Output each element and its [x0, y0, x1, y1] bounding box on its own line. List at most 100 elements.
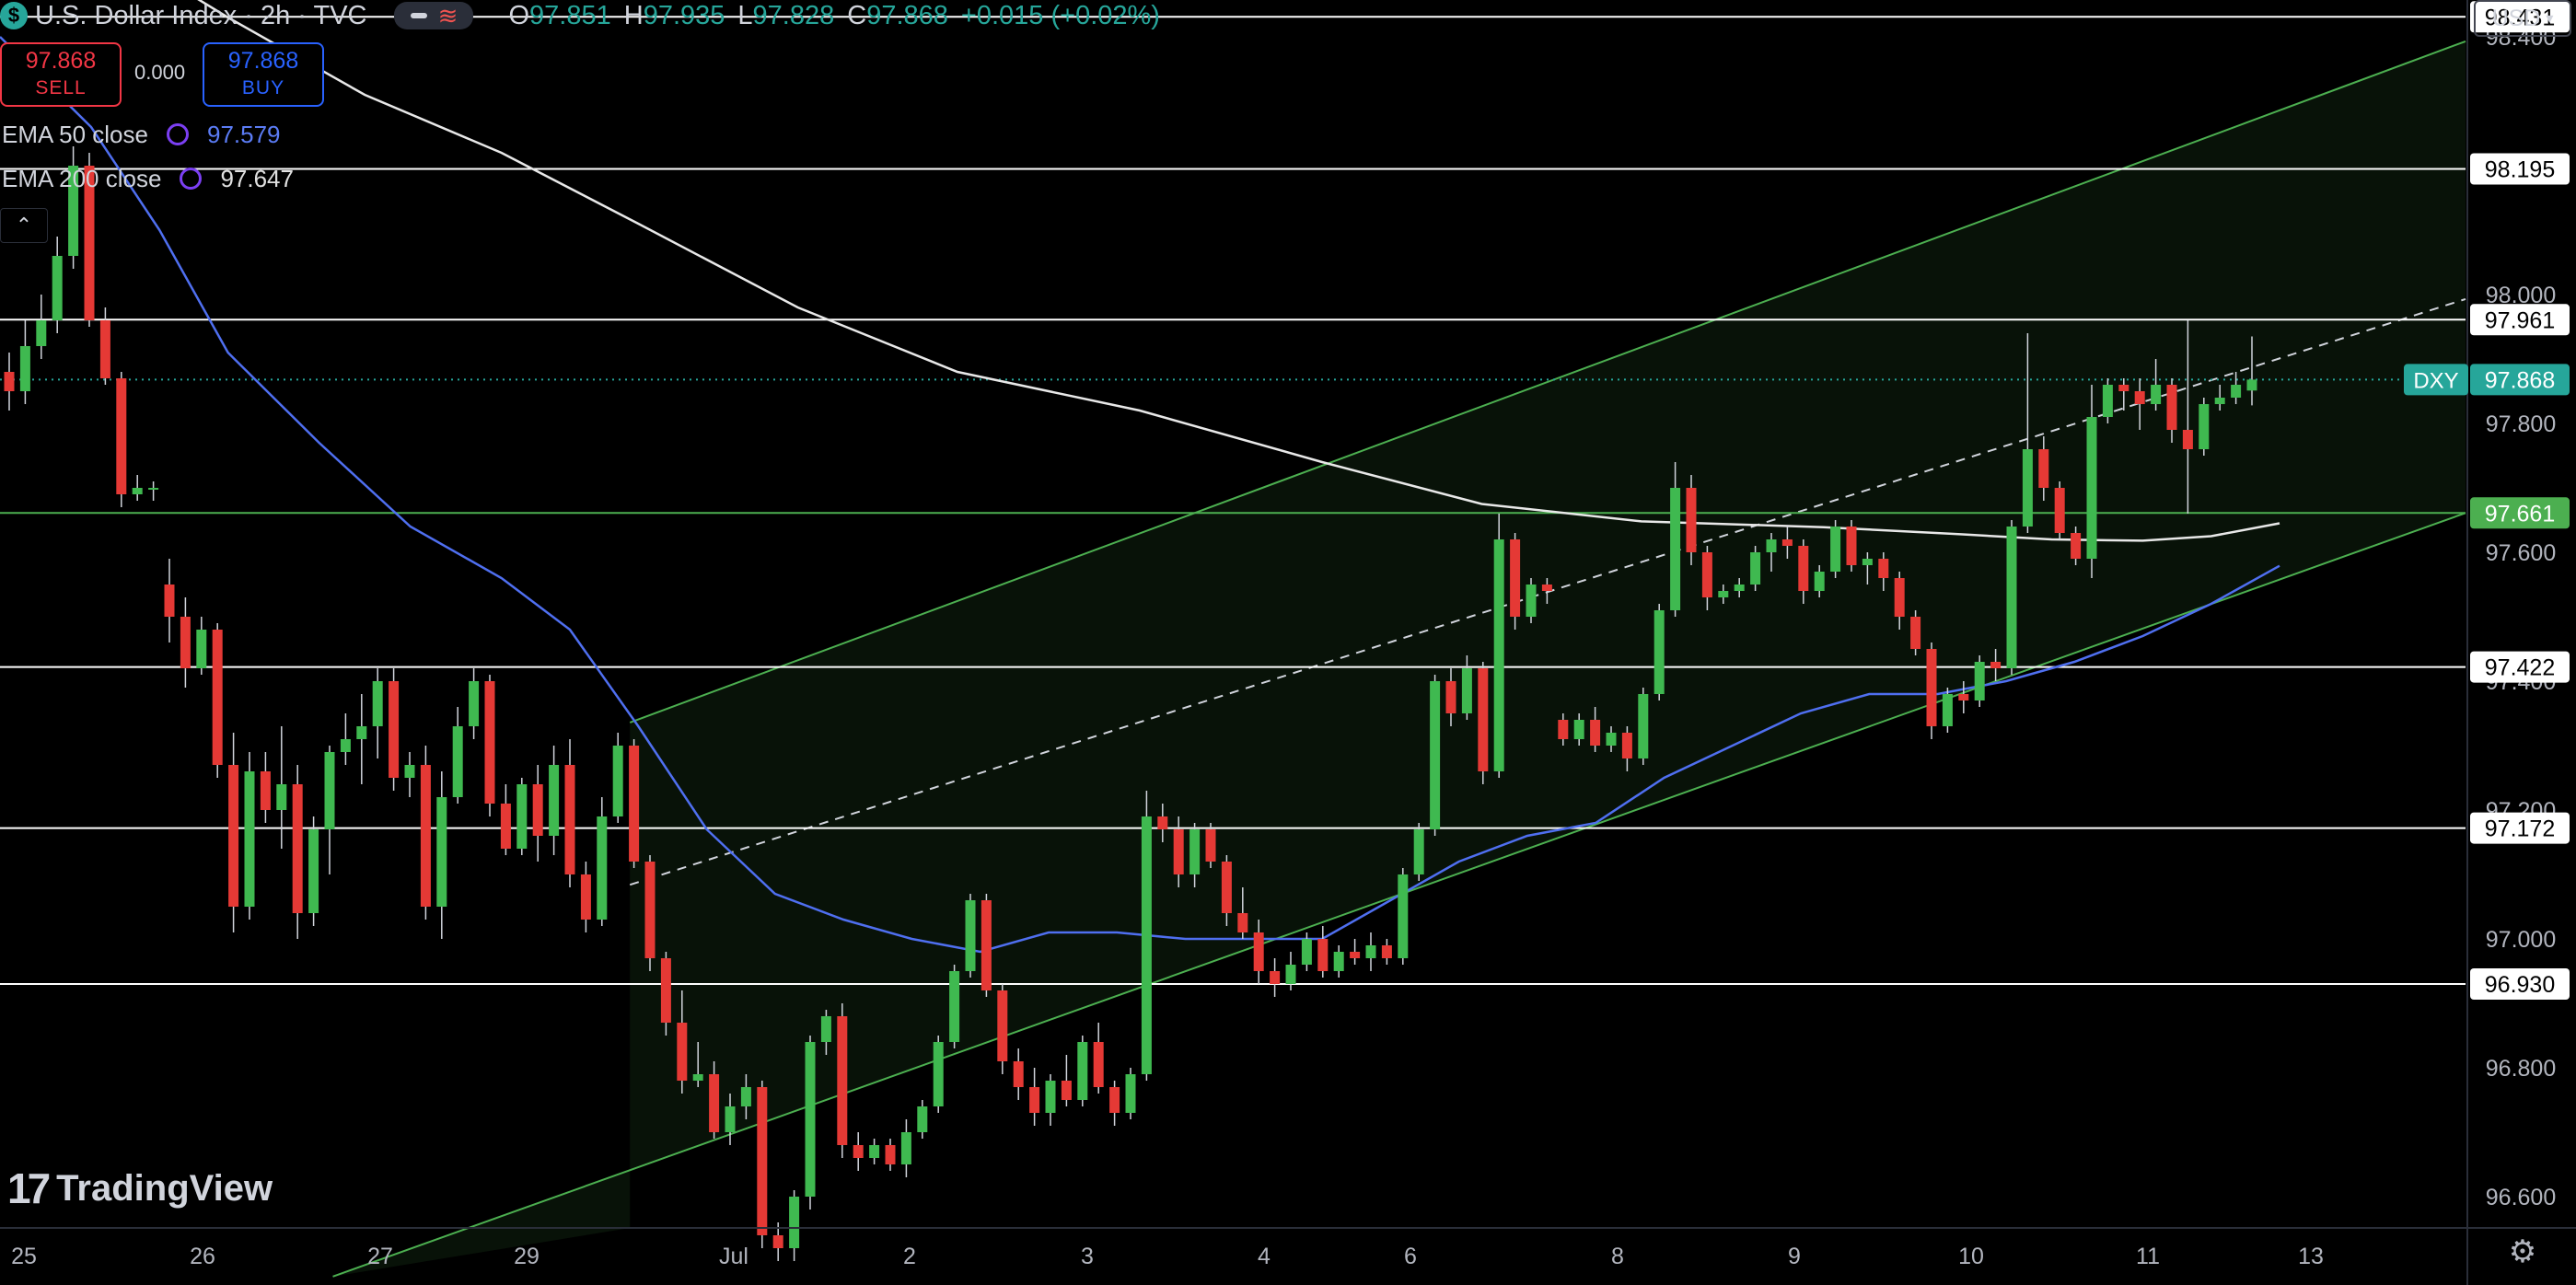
candle[interactable] [4, 353, 15, 411]
candle[interactable] [805, 1036, 816, 1210]
indicator-ema50[interactable]: EMA 50 close 97.579 [2, 119, 281, 150]
candle[interactable] [1221, 855, 1232, 926]
candle[interactable] [1638, 688, 1649, 765]
candle[interactable] [164, 559, 175, 642]
candle[interactable] [1846, 520, 1857, 572]
last-price-tag[interactable] [2470, 364, 2570, 396]
price-axis[interactable] [2467, 0, 2576, 1285]
candle[interactable] [1270, 958, 1281, 997]
candle[interactable] [292, 765, 303, 939]
candle[interactable] [1526, 578, 1537, 623]
candle[interactable] [740, 1074, 751, 1119]
candle[interactable] [2231, 372, 2242, 404]
candle[interactable] [1093, 1023, 1104, 1094]
candle[interactable] [1189, 823, 1201, 887]
candle[interactable] [1621, 726, 1632, 771]
candle[interactable] [2182, 320, 2193, 514]
tradingview-logo[interactable]: 17 TradingView [7, 1164, 273, 1212]
candle[interactable] [372, 668, 383, 758]
candle[interactable] [853, 1132, 864, 1171]
candle[interactable] [564, 739, 575, 887]
candle[interactable] [340, 713, 351, 765]
candle[interactable] [917, 1100, 928, 1139]
candle[interactable] [1894, 572, 1905, 630]
candle[interactable] [68, 146, 79, 269]
ema50-line[interactable] [0, 36, 2280, 954]
candle[interactable] [212, 623, 223, 778]
candle[interactable] [725, 1094, 736, 1145]
candle[interactable] [1798, 539, 1809, 604]
candle[interactable] [132, 475, 143, 501]
candle[interactable] [2022, 333, 2033, 533]
candle[interactable] [1317, 926, 1329, 978]
candle[interactable] [709, 1061, 720, 1139]
candle[interactable] [276, 726, 287, 849]
candle[interactable] [1045, 1074, 1056, 1126]
symbol-title[interactable]: U.S. Dollar Index · 2h · TVC [35, 0, 367, 30]
gear-icon[interactable]: ⚙ [2508, 1234, 2537, 1269]
candle[interactable] [644, 855, 656, 971]
candle[interactable] [1686, 475, 1697, 565]
buy-button[interactable]: 97.868 BUY [203, 42, 324, 107]
candle[interactable] [2006, 520, 2017, 675]
candle[interactable] [2118, 378, 2129, 411]
candle[interactable] [180, 597, 191, 688]
candle[interactable] [244, 752, 255, 920]
candle[interactable] [1862, 552, 1873, 585]
level-tag[interactable] [2470, 153, 2570, 185]
candle[interactable] [1365, 932, 1376, 971]
candle[interactable] [1878, 552, 1889, 591]
candle[interactable] [2214, 385, 2225, 411]
candle[interactable] [1013, 1048, 1024, 1100]
candle[interactable] [2038, 436, 2049, 501]
candle[interactable] [196, 617, 207, 675]
candle[interactable] [356, 694, 367, 784]
candle[interactable] [1814, 565, 1825, 597]
candle[interactable] [2102, 378, 2113, 423]
candle[interactable] [308, 816, 319, 926]
candle[interactable] [660, 952, 671, 1036]
candle[interactable] [2054, 481, 2065, 539]
level-tag[interactable] [2470, 497, 2570, 529]
refresh-icon[interactable] [166, 123, 189, 145]
candle[interactable] [1958, 681, 1969, 713]
candle[interactable] [469, 668, 480, 739]
candle[interactable] [1301, 932, 1312, 971]
candle[interactable] [1029, 1068, 1040, 1126]
refresh-icon[interactable] [180, 168, 203, 190]
candle[interactable] [1173, 816, 1184, 887]
candle[interactable] [1061, 1055, 1072, 1106]
level-tag[interactable] [2470, 968, 2570, 1000]
candle[interactable] [1205, 823, 1216, 868]
candle[interactable] [1398, 868, 1409, 965]
candle[interactable] [949, 965, 960, 1048]
candle[interactable] [1781, 527, 1793, 559]
candle[interactable] [1718, 585, 1729, 604]
candle[interactable] [757, 1081, 768, 1248]
candle[interactable] [2134, 378, 2145, 430]
candle[interactable] [1381, 939, 1392, 965]
candle[interactable] [2166, 378, 2177, 443]
candle[interactable] [2246, 336, 2257, 406]
candle[interactable] [1541, 578, 1552, 604]
candle[interactable] [1910, 610, 1921, 655]
candle[interactable] [1237, 887, 1248, 939]
level-tag[interactable] [2470, 304, 2570, 336]
candle[interactable] [1413, 823, 1424, 881]
candle[interactable] [1077, 1036, 1088, 1106]
candle[interactable] [1606, 726, 1617, 752]
candle[interactable] [1701, 546, 1712, 610]
candle[interactable] [820, 1010, 831, 1055]
candle[interactable] [1333, 945, 1344, 978]
candle[interactable] [484, 675, 495, 816]
candle[interactable] [2199, 398, 2210, 456]
candle[interactable] [1830, 520, 1841, 578]
currency-selector[interactable]: USD ▾ [2474, 0, 2571, 37]
level-tag[interactable] [2470, 651, 2570, 683]
candle[interactable] [1990, 649, 2002, 681]
candle[interactable] [1125, 1068, 1136, 1119]
candle[interactable] [19, 320, 30, 404]
candle[interactable] [965, 894, 976, 978]
candle[interactable] [612, 733, 623, 823]
